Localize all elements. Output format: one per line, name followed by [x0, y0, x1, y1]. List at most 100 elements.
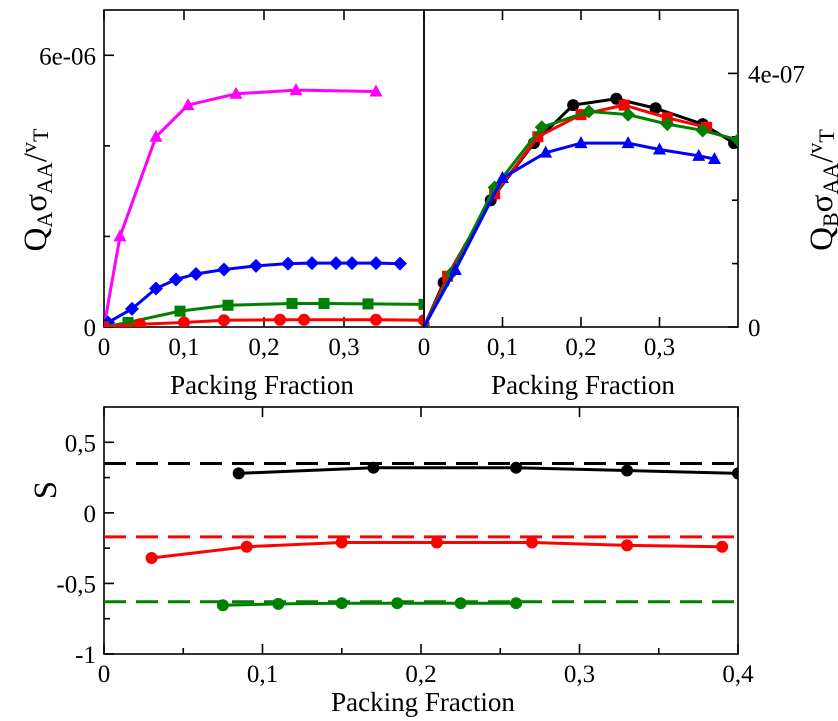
tl-series-3-point: [274, 313, 286, 326]
tr-series-1-point: [701, 121, 713, 133]
b-series-1-point: [430, 536, 443, 549]
tl-series-2-point: [286, 297, 298, 309]
tr-series-line-3: [424, 141, 715, 327]
tl-x-tick-label: 0: [98, 334, 111, 361]
b-series-2-point: [216, 599, 229, 612]
bottom-y-label: S: [28, 481, 64, 499]
tr-series-2-point: [581, 104, 596, 119]
tl-series-0-point: [181, 98, 195, 111]
tr-series-3-point: [574, 136, 588, 149]
tl-series-1-point: [329, 256, 343, 271]
tr-x-tick-label: 0: [418, 334, 431, 361]
tl-x-tick-label: 0,2: [248, 334, 279, 361]
b-x-tick-label: 0,4: [722, 661, 754, 688]
tl-series-2-point: [362, 298, 374, 310]
b-x-tick-label: 0,2: [405, 661, 436, 688]
top-left-x-label: Packing Fraction: [170, 370, 354, 400]
tl-series-3-point: [134, 318, 146, 327]
b-plot-frame: [103, 406, 739, 655]
b-series-2-point: [454, 597, 467, 610]
b-y-tick-label: 0,5: [65, 430, 96, 457]
b-series-1-point: [621, 539, 634, 552]
tr-series-1-point: [532, 131, 544, 143]
tl-series-2-point: [318, 297, 330, 309]
tl-series-2-point: [122, 316, 134, 327]
b-series-0-point: [232, 467, 245, 480]
panel-top-right: 0 0,1 0,2 0,3 0 4e-07: [418, 9, 805, 361]
tr-x-tick-label: 0,1: [487, 334, 518, 361]
tl-series-1-point: [125, 301, 139, 316]
tl-series-3-point: [178, 316, 190, 327]
b-series-1-point: [525, 536, 538, 549]
tl-y-tick-label: 0: [84, 315, 97, 342]
b-series-line-0: [238, 466, 738, 475]
tr-series-3-point: [653, 142, 666, 155]
tl-series-0-point: [113, 229, 127, 242]
tl-x-tick-label: 0,3: [328, 334, 359, 361]
b-series-0-point: [367, 461, 380, 474]
tl-series-1-point: [189, 267, 203, 282]
tl-series-1-point: [305, 256, 319, 271]
b-x-tick-label: 0,3: [564, 661, 595, 688]
tr-plot-frame: [423, 9, 739, 328]
tl-plot-frame: [103, 9, 425, 328]
tr-series-0-point: [567, 99, 580, 112]
b-series-0-point: [732, 467, 738, 480]
tr-series-2-point: [695, 123, 710, 138]
bottom-x-label: Packing Fraction: [331, 687, 515, 717]
tr-series-1-point: [442, 270, 454, 282]
tr-series-3-point: [707, 151, 721, 164]
tr-series-line-1: [424, 103, 707, 327]
tr-series-3-point: [621, 136, 635, 149]
tl-series-0-point: [229, 86, 243, 99]
top-right-y-label: QBσAA/vT: [802, 129, 838, 251]
tl-series-1-point: [169, 272, 183, 287]
tl-y-tick-label: 6e-06: [39, 43, 96, 70]
tr-x-tick-label: 0,3: [644, 334, 675, 361]
tl-series-3-point: [418, 314, 424, 327]
b-y-tick-label: 0: [84, 501, 97, 528]
tl-series-1-point: [369, 256, 383, 271]
tr-series-2-point: [660, 117, 675, 132]
tr-series-1-point: [618, 99, 630, 111]
tl-series-line-3: [104, 318, 424, 327]
tl-series-2-point: [222, 299, 234, 311]
b-x-tick-label: 0: [98, 661, 111, 688]
b-x-tick-label: 0,1: [247, 661, 278, 688]
tl-series-1-point: [393, 256, 407, 271]
tl-x-tick-label: 0,1: [168, 334, 199, 361]
b-series-2-point: [272, 597, 285, 610]
tr-series-3-point: [496, 171, 509, 184]
tr-series-3-point: [692, 148, 706, 161]
tl-series-3-point: [298, 313, 310, 326]
b-series-2-point: [335, 597, 348, 610]
tl-series-1-point: [281, 256, 295, 271]
tr-x-tick-label: 0,2: [565, 334, 596, 361]
tl-series-0-point: [369, 84, 383, 97]
top-left-y-label: QAσAA/vT: [16, 128, 57, 251]
tl-series-1-point: [345, 256, 359, 271]
tl-series-1-point: [217, 262, 231, 277]
b-series-0-point: [621, 464, 634, 477]
tl-series-3-point: [370, 313, 382, 326]
tr-series-2-point: [621, 107, 636, 122]
tr-series-line-0: [424, 97, 735, 327]
b-series-1-point: [335, 536, 348, 549]
b-series-1-point: [145, 552, 158, 565]
tr-series-3-point: [539, 145, 553, 158]
panel-top-left: 0 0,1 0,2 0,3 0 6e-06: [39, 9, 425, 361]
tl-series-3-point: [104, 321, 110, 327]
tl-series-3-point: [218, 314, 230, 327]
tr-y-tick-label: 4e-07: [748, 61, 805, 88]
top-right-x-label: Packing Fraction: [491, 370, 675, 400]
b-series-2-point: [510, 597, 523, 610]
tr-series-0-point: [649, 102, 662, 115]
b-series-line-2: [222, 601, 517, 607]
b-series-0-point: [510, 461, 523, 474]
b-series-1-point: [240, 540, 253, 553]
tl-series-0-point: [149, 129, 163, 142]
tr-series-3-point: [424, 320, 428, 327]
tl-series-2-point: [418, 298, 424, 310]
b-y-tick-label: -1: [75, 642, 96, 669]
